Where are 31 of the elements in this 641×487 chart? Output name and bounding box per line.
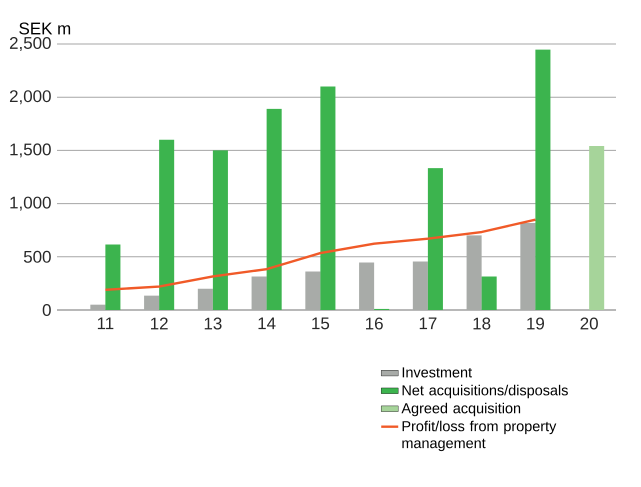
bar xyxy=(159,140,174,310)
x-tick-label: 11 xyxy=(98,318,114,330)
bar xyxy=(320,86,336,310)
y-tick-label: 1,000 xyxy=(10,196,51,211)
bar xyxy=(535,50,550,310)
y-tick-label: 2,500 xyxy=(10,37,51,51)
bar xyxy=(105,244,120,310)
bar xyxy=(266,108,282,310)
x-tick-label: 14 xyxy=(258,318,276,330)
y-axis-title: SEK m xyxy=(19,22,70,34)
x-tick-label: 13 xyxy=(204,318,222,330)
line-series xyxy=(104,218,537,291)
x-tick-label: 15 xyxy=(312,318,330,330)
legend-label: Investment xyxy=(402,367,472,378)
legend-label: Net acquisitions/disposals xyxy=(402,384,568,398)
bar xyxy=(482,276,497,310)
y-tick-label: 500 xyxy=(24,250,51,263)
legend-label: Agreed acquisition xyxy=(401,402,520,416)
x-tick-label: 16 xyxy=(366,318,383,330)
x-tick-label: 18 xyxy=(474,318,490,330)
x-tick-label: 17 xyxy=(420,318,436,330)
y-tick-label: 0 xyxy=(42,304,51,316)
x-tick-label: 12 xyxy=(151,318,168,330)
bar xyxy=(589,146,604,310)
x-tick-label: 19 xyxy=(527,318,544,330)
y-tick-label: 2,000 xyxy=(10,90,51,104)
legend-label: Profit/loss from property management xyxy=(402,420,556,452)
bar xyxy=(428,168,443,310)
y-tick-label: 1,500 xyxy=(10,143,51,158)
bar xyxy=(212,150,228,310)
x-tick-label: 20 xyxy=(580,318,598,330)
